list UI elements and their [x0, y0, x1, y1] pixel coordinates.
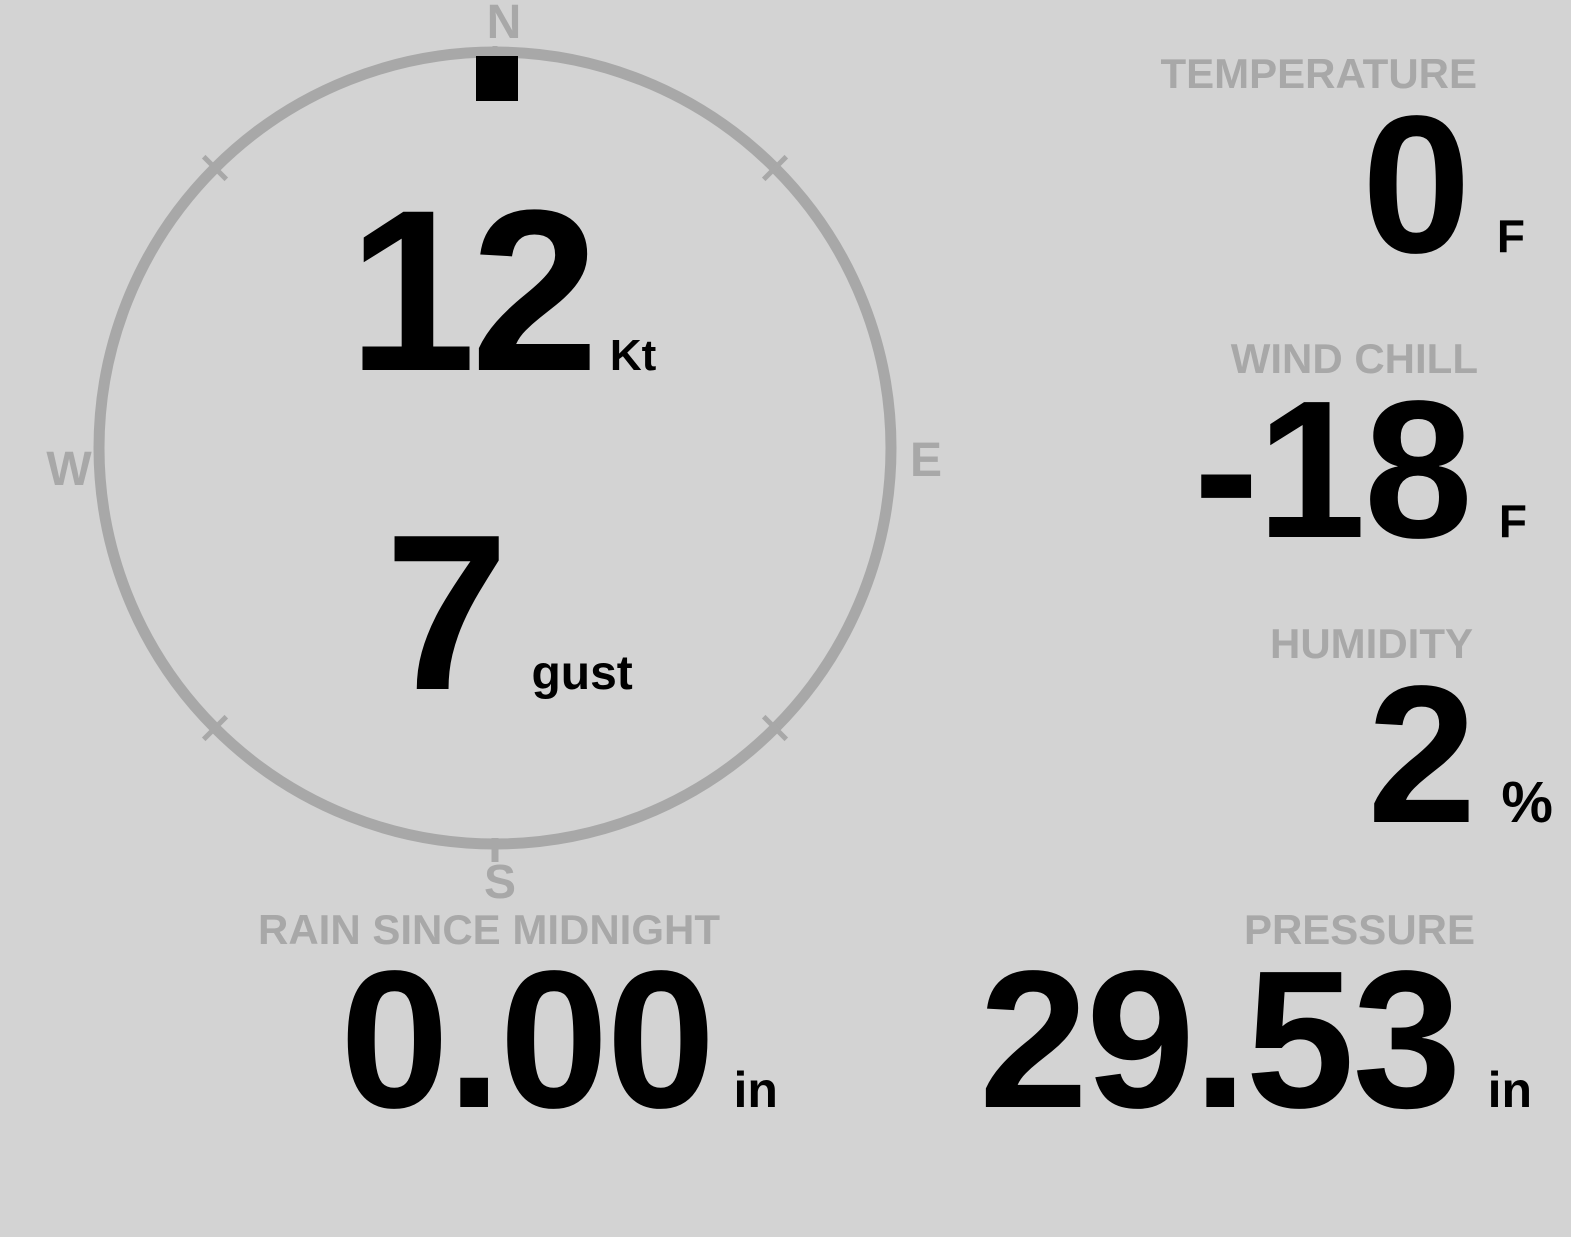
humidity-unit: % [1501, 770, 1553, 835]
wind-gust-value: 7 [385, 489, 508, 737]
humidity-reading: 2 % [1367, 657, 1553, 853]
wind-compass-rose [93, 46, 897, 862]
wind-speed-reading: 12 Kt [348, 176, 656, 406]
rain-since-midnight-unit: in [733, 1062, 778, 1118]
pressure-reading: 29.53 in [979, 942, 1532, 1138]
wind-chill-label: WIND CHILL [1230, 335, 1478, 382]
wind-speed-unit: Kt [609, 331, 657, 380]
compass-intercardinal-ticks [201, 46, 789, 862]
wind-chill-reading: -18 F [1194, 372, 1527, 568]
wind-gust-unit: gust [531, 647, 633, 700]
pressure-label: PRESSURE [1243, 906, 1475, 953]
compass-label-south: S [483, 856, 517, 909]
rain-since-midnight-reading: 0.00 in [340, 942, 778, 1138]
temperature-unit: F [1496, 210, 1525, 262]
humidity-label: HUMIDITY [1270, 620, 1473, 667]
rain-since-midnight-label: RAIN SINCE MIDNIGHT [258, 906, 720, 953]
wind-chill-value: -18 [1193, 360, 1473, 579]
wind-speed-value: 12 [348, 162, 599, 419]
wind-gust-reading: 7 gust [385, 502, 633, 724]
pressure-value: 29.53 [979, 930, 1461, 1149]
compass-label-west: W [46, 443, 92, 496]
compass-label-east: E [909, 434, 943, 487]
humidity-value: 2 [1367, 645, 1476, 864]
temperature-reading: 0 F [1362, 87, 1525, 283]
temperature-value: 0 [1361, 75, 1471, 294]
compass-label-north: N [486, 0, 522, 49]
temperature-label: TEMPERATURE [1160, 50, 1477, 97]
wind-chill-unit: F [1498, 495, 1527, 547]
wind-direction-marker-group [476, 56, 518, 101]
pressure-unit: in [1487, 1062, 1532, 1118]
wind-direction-marker [476, 56, 518, 101]
rain-since-midnight-value: 0.00 [340, 930, 715, 1149]
